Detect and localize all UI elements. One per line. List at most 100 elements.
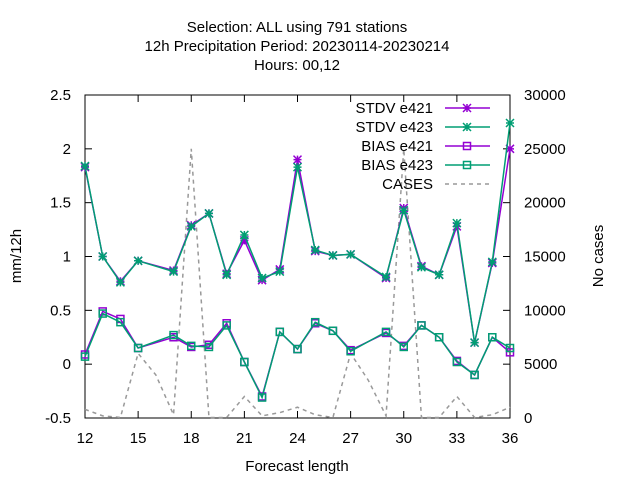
x-tick-label: 21	[236, 430, 253, 447]
data-point	[328, 326, 338, 336]
series-line	[84, 148, 511, 419]
data-point	[505, 348, 515, 357]
x-tick-label: 12	[77, 430, 94, 447]
y2-axis-label: No cases	[590, 225, 607, 288]
legend: STDV e421 STDV e423 BIAS e421 BIAS e423 CASE…	[355, 100, 490, 193]
chart-title-line: Hours: 00,12	[254, 57, 340, 74]
x-tick-label: 33	[449, 430, 466, 447]
series-cases	[84, 148, 511, 419]
data-point	[169, 267, 179, 277]
y-tick-label: 2	[63, 141, 71, 158]
y2-tick-label: 0	[524, 410, 532, 427]
data-point	[488, 333, 497, 342]
data-point	[434, 333, 444, 342]
data-point	[416, 262, 426, 272]
data-point	[115, 277, 125, 287]
data-point	[310, 245, 320, 255]
series-line	[84, 148, 511, 343]
data-point	[133, 343, 143, 353]
y2-tick-label: 25000	[524, 141, 566, 158]
series-stdv-e423	[80, 118, 515, 348]
data-point	[487, 257, 497, 267]
data-point	[462, 141, 472, 151]
x-tick-label: 36	[502, 430, 519, 447]
series-bias-e421	[80, 307, 515, 401]
data-point	[452, 218, 462, 228]
legend-label: STDV e423	[355, 119, 433, 136]
x-tick-label: 18	[183, 430, 200, 447]
data-point	[239, 235, 249, 245]
data-point	[381, 272, 391, 282]
series-lines	[80, 118, 515, 419]
x-tick-label: 24	[289, 430, 306, 447]
data-point	[470, 370, 479, 380]
data-point	[222, 270, 232, 280]
data-point	[462, 160, 472, 170]
y-tick-label: 1	[63, 249, 71, 266]
legend-label: BIAS e423	[361, 157, 433, 174]
data-point	[434, 270, 444, 280]
data-point	[292, 162, 303, 172]
y-tick-label: 0.5	[50, 302, 71, 319]
data-point	[187, 341, 196, 351]
series-line	[84, 312, 511, 400]
legend-label: BIAS e421	[361, 138, 433, 155]
y-tick-label: 2.5	[50, 87, 71, 104]
data-point	[257, 393, 267, 402]
axis-ticks: 12 15 18 21 24 27 30 33 36 -0.5 0 0.5 1 1.5 2 2.5 0 5000 1…	[45, 87, 566, 447]
y2-tick-label: 30000	[524, 87, 566, 104]
data-point	[239, 230, 249, 240]
x-tick-label: 30	[395, 430, 412, 447]
x-axis-label: Forecast length	[245, 458, 348, 475]
data-point	[470, 338, 480, 348]
data-point	[505, 144, 515, 154]
y-tick-label: -0.5	[45, 410, 71, 427]
data-point	[310, 317, 320, 327]
data-point	[381, 327, 391, 337]
data-point	[98, 251, 108, 262]
data-point	[346, 249, 356, 259]
data-point	[80, 161, 90, 171]
data-point	[169, 330, 178, 340]
legend-label: STDV e421	[355, 100, 433, 117]
data-point	[328, 250, 338, 260]
data-point	[275, 327, 285, 337]
y-tick-label: 1.5	[50, 195, 71, 212]
data-point	[346, 346, 355, 356]
data-point	[240, 357, 249, 367]
data-point	[186, 221, 196, 231]
legend-label: CASES	[382, 176, 433, 193]
chart-title-line: 12h Precipitation Period: 20230114-20230…	[145, 38, 450, 55]
x-tick-label: 27	[342, 430, 359, 447]
x-tick-label: 15	[130, 430, 147, 447]
data-point	[452, 357, 462, 367]
data-point	[462, 103, 472, 113]
chart-title: Selection: ALL using 791 stations 12h Pre…	[145, 19, 450, 74]
data-point	[292, 155, 303, 165]
data-point	[399, 342, 408, 352]
data-point	[275, 267, 285, 277]
series-bias-e423	[80, 309, 515, 402]
y2-tick-label: 5000	[524, 356, 557, 373]
series-line	[84, 310, 511, 399]
data-point	[222, 321, 231, 330]
data-point	[80, 352, 90, 361]
data-point	[257, 273, 267, 283]
data-point	[98, 309, 107, 318]
chart-title-line: Selection: ALL using 791 stations	[187, 19, 407, 36]
y-axis-label: mm/12h	[8, 229, 25, 283]
data-point	[505, 343, 515, 353]
data-point	[505, 118, 515, 128]
data-point	[462, 122, 472, 132]
data-point	[133, 256, 143, 266]
data-point	[116, 317, 125, 327]
data-point	[204, 342, 214, 352]
data-point	[399, 205, 409, 215]
data-point	[204, 208, 214, 218]
y2-tick-label: 10000	[524, 302, 566, 319]
y-tick-label: 0	[63, 356, 71, 373]
y2-tick-label: 20000	[524, 195, 566, 212]
data-point	[293, 344, 302, 354]
